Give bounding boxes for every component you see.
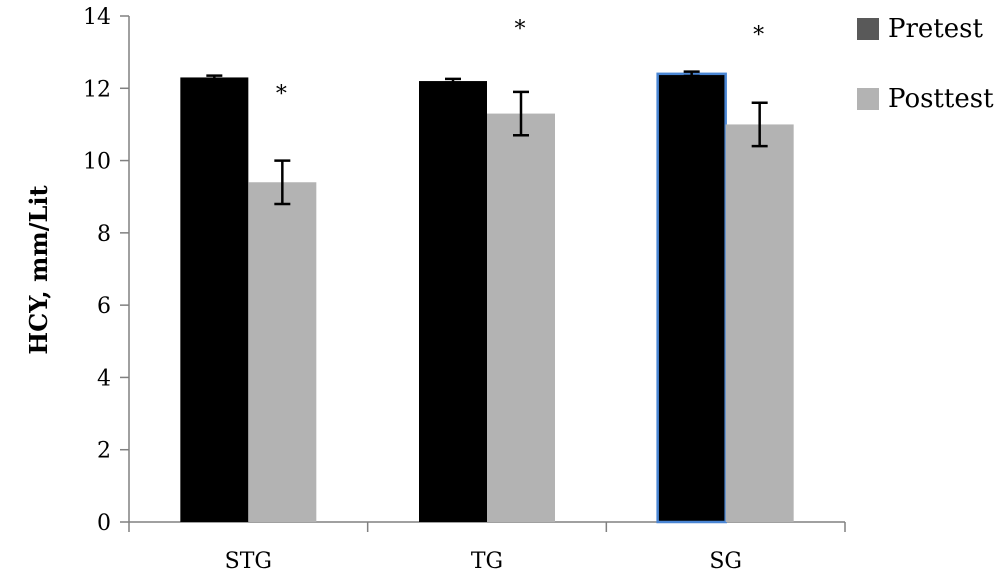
legend: Pretest Posttest xyxy=(857,14,994,114)
bar-posttest-sg xyxy=(725,124,794,522)
y-tick-label: 8 xyxy=(97,222,111,247)
error-bar xyxy=(274,159,291,206)
bar-posttest-tg xyxy=(487,113,555,522)
y-tick-label: 12 xyxy=(83,77,111,102)
significance-asterisk: * xyxy=(276,82,287,107)
x-tick-label: STG xyxy=(225,549,272,574)
y-tick-label: 2 xyxy=(97,439,111,464)
significance-asterisk: * xyxy=(753,23,764,48)
error-bars xyxy=(206,70,768,206)
bar-posttest-stg xyxy=(248,182,317,522)
y-tick-label: 14 xyxy=(83,5,111,30)
error-bar xyxy=(445,77,461,85)
error-bar xyxy=(513,90,529,137)
bars xyxy=(180,72,794,524)
error-bar xyxy=(206,74,223,81)
y-tick-label: 6 xyxy=(97,294,111,319)
legend-swatch-pretest xyxy=(857,18,879,40)
legend-label-pretest: Pretest xyxy=(888,14,983,44)
error-bar xyxy=(751,101,768,148)
significance-markers: * * * xyxy=(276,17,764,107)
bar-pretest-sg xyxy=(656,72,727,524)
error-bar xyxy=(683,70,700,78)
y-axis: 0 2 4 6 8 10 12 14 xyxy=(83,5,130,536)
y-axis-label: HCY, mm/Lit xyxy=(24,185,53,354)
x-tick-label: TG xyxy=(471,549,503,574)
x-tick-label: SG xyxy=(709,549,742,574)
y-tick-label: 10 xyxy=(83,150,111,175)
bar-pretest-tg xyxy=(419,81,487,523)
significance-asterisk: * xyxy=(515,17,526,42)
y-tick-label: 4 xyxy=(97,366,111,391)
x-axis: STG TG SG xyxy=(128,521,846,574)
legend-label-posttest: Posttest xyxy=(888,84,994,114)
bar-pretest-stg xyxy=(180,77,249,522)
legend-swatch-posttest xyxy=(857,88,879,110)
y-tick-label: 0 xyxy=(97,511,111,536)
